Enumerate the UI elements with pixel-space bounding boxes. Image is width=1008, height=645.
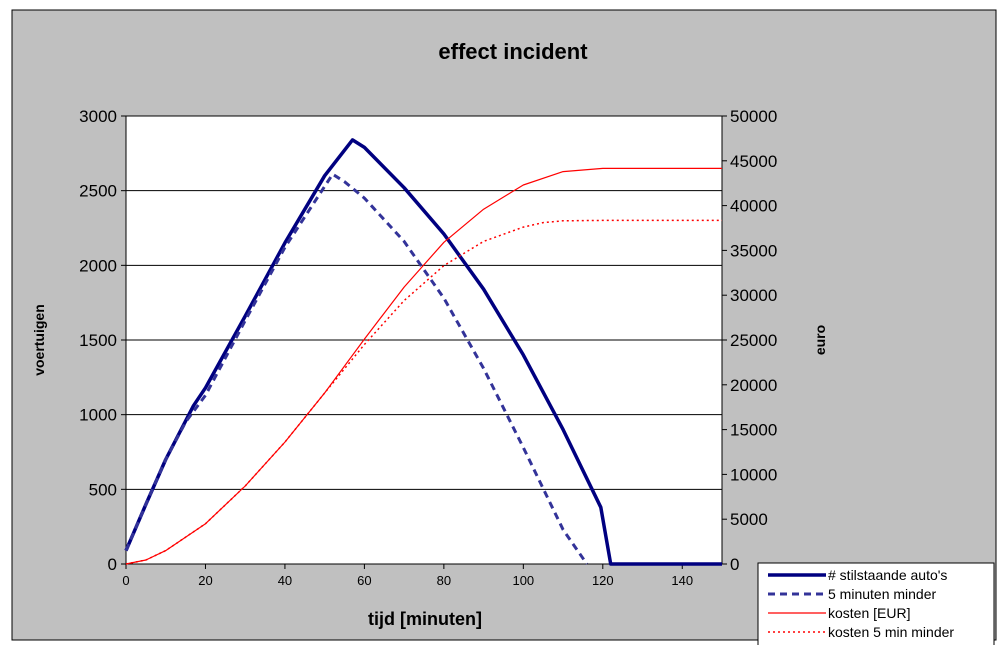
x-tick-label: 80 [437,573,451,588]
x-tick-label: 40 [278,573,292,588]
legend-label-1: 5 minuten minder [828,586,937,602]
y-axis-label: voertuigen [31,304,47,376]
x-tick-label: 0 [122,573,129,588]
y2-tick-label: 20000 [730,376,777,395]
y-tick-label: 1500 [79,331,117,350]
y2-tick-label: 15000 [730,421,777,440]
legend-label-0: # stilstaande auto's [828,567,947,583]
series-line-0 [124,138,722,566]
y2-axis-label: euro [812,325,828,355]
chart-title: effect incident [438,39,588,64]
legend: # stilstaande auto's 5 minuten minder kost… [757,562,995,645]
y2-tick-label: 45000 [730,152,777,171]
y2-tick-label: 35000 [730,241,777,260]
y-tick-label: 500 [89,480,117,499]
y-tick-label: 2000 [79,256,117,275]
y-tick-label: 3000 [79,107,117,126]
y-tick-label: 2500 [79,182,117,201]
x-tick-label: 60 [357,573,371,588]
grid-lines [126,115,722,490]
y2-tick-label: 40000 [730,197,777,216]
legend-label-3: kosten 5 min minder [828,624,954,640]
x-tick-label: 100 [512,573,534,588]
y2-tick-label: 10000 [730,465,777,484]
x-tick-label: 140 [671,573,693,588]
series-line-2 [125,167,722,565]
y2-tick-label: 5000 [730,510,768,529]
y-tick-label: 0 [108,555,117,574]
x-tick-label: 20 [198,573,212,588]
y-tick-label: 1000 [79,406,117,425]
x-tick-label: 120 [592,573,614,588]
y2-tick-label: 30000 [730,286,777,305]
series-line-3 [125,219,722,565]
series-line-1 [124,172,589,565]
legend-label-2: kosten [EUR] [828,605,910,621]
series-lines [124,138,722,566]
y2-tick-label: 50000 [730,107,777,126]
tick-labels: 0500100015002000250030000500010000150002… [79,107,777,588]
x-axis-label: tijd [minuten] [368,609,482,629]
y2-tick-label: 25000 [730,331,777,350]
y2-tick-label: 0 [730,555,739,574]
